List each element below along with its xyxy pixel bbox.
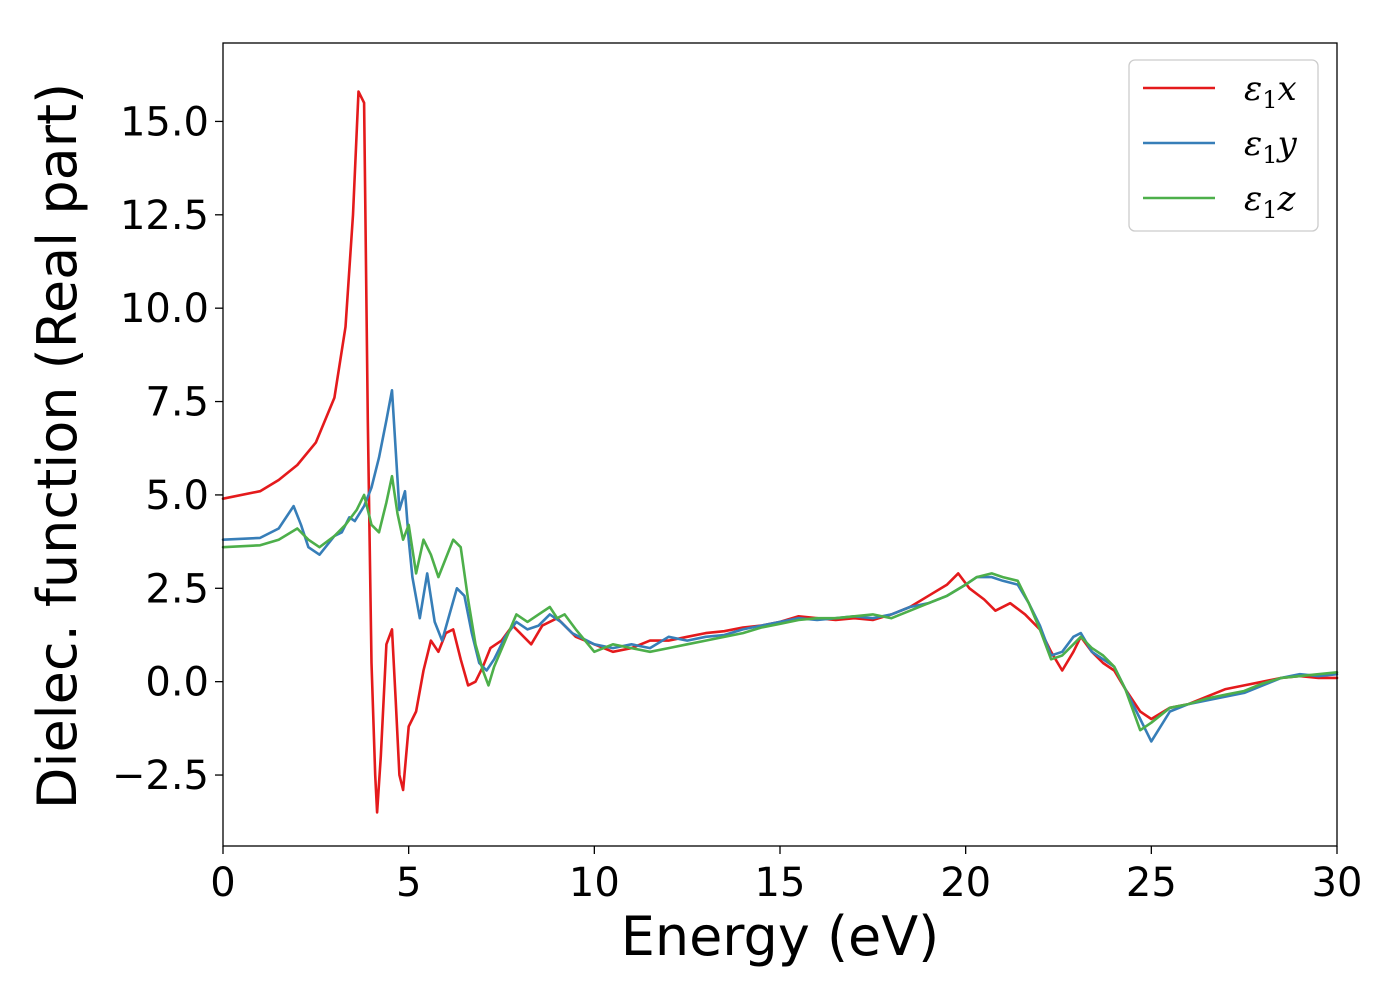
y-tick-label: 12.5 (120, 193, 209, 239)
legend-box (1128, 59, 1319, 232)
x-tick-label: 15 (755, 860, 806, 906)
x-axis-title: Energy (eV) (621, 905, 940, 968)
legend-label-z: ε1z (1244, 179, 1297, 224)
series-layer (221, 90, 1339, 814)
series-line-y (221, 389, 1339, 743)
x-tick-label: 30 (1312, 860, 1363, 906)
series-line-x (221, 90, 1339, 814)
y-axis: −2.5 0.0 2.5 5.0 7.5 10.0 12.5 15.0 (112, 99, 223, 799)
y-tick-label: 2.5 (145, 566, 209, 612)
series-line-z (221, 474, 1339, 732)
y-tick-label: 5.0 (145, 473, 209, 519)
legend-label-x: ε1x (1244, 69, 1297, 114)
x-tick-label: 5 (396, 860, 421, 906)
y-tick-label: 15.0 (120, 99, 209, 145)
y-tick-label: 7.5 (145, 380, 209, 426)
legend-label-y: ε1y (1244, 124, 1298, 169)
y-tick-label: 10.0 (120, 286, 209, 332)
legend: ε1x ε1y ε1z (1128, 59, 1319, 232)
x-tick-label: 0 (210, 860, 235, 906)
x-axis: 0 5 10 15 20 25 30 (210, 846, 1362, 906)
y-axis-title: Dielec. function (Real part) (26, 83, 89, 809)
y-tick-label: −2.5 (112, 753, 209, 799)
y-tick-label: 0.0 (145, 660, 209, 706)
x-tick-label: 10 (569, 860, 620, 906)
x-tick-label: 25 (1126, 860, 1177, 906)
x-tick-label: 20 (940, 860, 991, 906)
